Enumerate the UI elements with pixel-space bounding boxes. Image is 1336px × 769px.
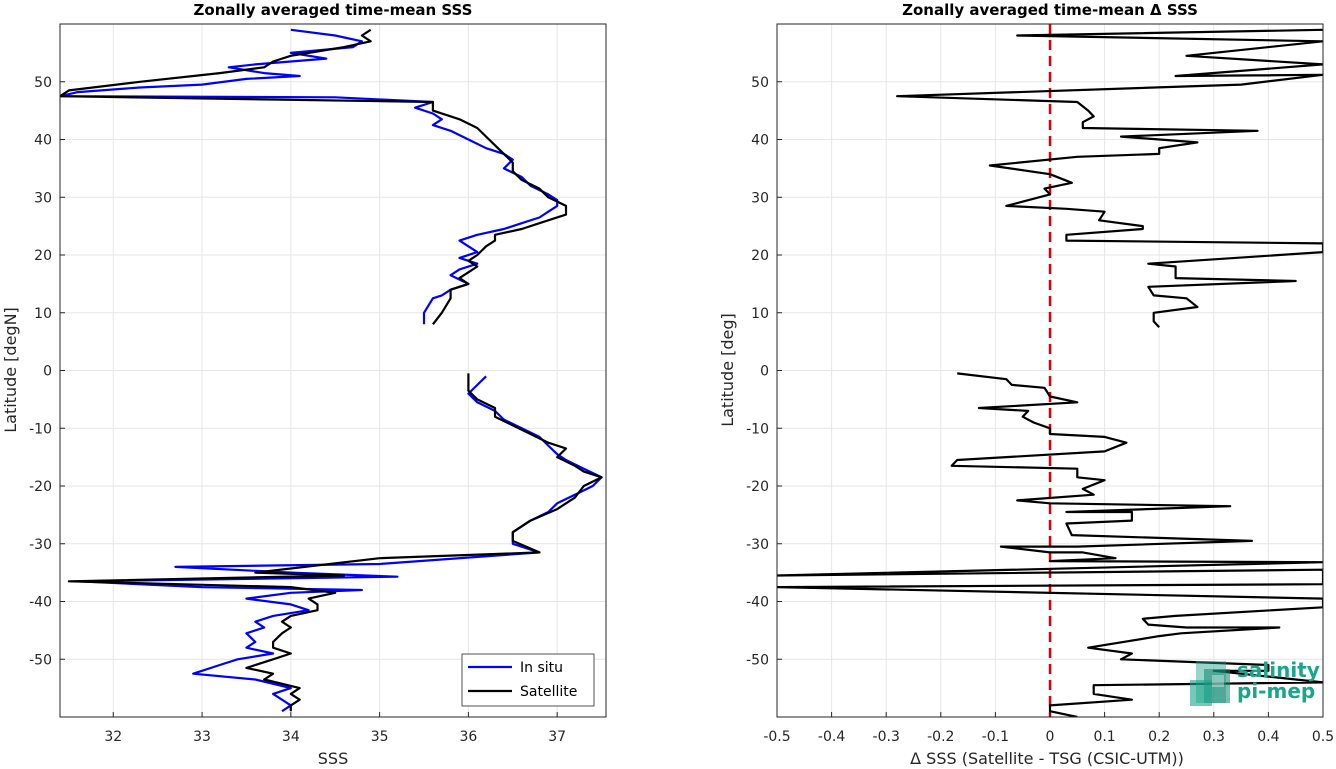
y-tick-label: 20: [751, 248, 769, 264]
x-tick-label: -0.4: [818, 729, 845, 745]
legend-satellite-label: Satellite: [520, 684, 577, 700]
x-tick-label: 0.4: [1257, 729, 1279, 745]
x-tick-label: -0.2: [927, 729, 954, 745]
y-tick-label: -40: [746, 595, 769, 611]
y-tick-label: -20: [29, 479, 52, 495]
x-tick-label: 0.2: [1148, 729, 1170, 745]
right-x-axis-label: Δ SSS (Satellite - TSG (CSIC-UTM)): [910, 749, 1184, 768]
y-tick-label: 50: [751, 75, 769, 91]
in-situ-series-line: [60, 28, 559, 325]
y-tick-label: -40: [29, 595, 52, 611]
left-ticks: 32 33 34 35 36 37 50 40 30 20 10 0 -10 -20 -30 -40 -50: [29, 75, 566, 745]
y-tick-label: 50: [34, 75, 52, 91]
legend: In situ Satellite: [461, 653, 595, 707]
y-tick-label: 10: [34, 306, 52, 322]
y-tick-label: 20: [34, 248, 52, 264]
x-tick-label: -0.1: [982, 729, 1009, 745]
x-tick-label: 36: [459, 729, 477, 745]
x-tick-label: 33: [193, 729, 211, 745]
y-tick-label: 0: [43, 364, 52, 380]
x-tick-label: -0.3: [873, 729, 900, 745]
x-tick-label: 0.1: [1093, 729, 1115, 745]
right-panel: -0.5 -0.4 -0.3 -0.2 -0.1 0 0.1 0.2 0.3 0.4 0.5 50 40…: [718, 1, 1334, 768]
left-lines: [60, 28, 603, 713]
satellite-series-line: [67, 373, 603, 712]
y-tick-label: 40: [34, 133, 52, 149]
x-tick-label: 0.3: [1203, 729, 1225, 745]
logo-text-pi-mep: pi-mep: [1237, 679, 1315, 703]
left-title: Zonally averaged time-mean SSS: [194, 1, 473, 19]
x-tick-label: 35: [371, 729, 389, 745]
legend-in-situ-label: In situ: [520, 660, 563, 676]
x-tick-label: 0: [1046, 729, 1055, 745]
y-tick-label: -50: [746, 652, 769, 668]
y-tick-label: -10: [29, 421, 52, 437]
right-ticks: -0.5 -0.4 -0.3 -0.2 -0.1 0 0.1 0.2 0.3 0.4 0.5 50 40…: [746, 75, 1334, 745]
right-y-axis-label: Latitude [deg]: [718, 313, 737, 427]
y-tick-label: 40: [751, 133, 769, 149]
right-title: Zonally averaged time-mean Δ SSS: [902, 1, 1198, 19]
satellite-series-line: [60, 28, 568, 325]
delta-sss-series-line: [895, 28, 1323, 328]
legend-box: [461, 653, 595, 707]
left-grid: [60, 24, 606, 717]
logo-cube-icon: [1190, 661, 1230, 706]
y-tick-label: 30: [751, 190, 769, 206]
y-tick-label: -30: [29, 537, 52, 553]
delta-sss-series-line: [777, 372, 1323, 717]
left-panel: 32 33 34 35 36 37 50 40 30 20 10 0 -10 -20 -30 -40 -50 Z…: [1, 1, 607, 768]
y-tick-label: 0: [760, 364, 769, 380]
right-lines: [777, 24, 1323, 717]
x-tick-label: -0.5: [763, 729, 790, 745]
left-x-axis-label: SSS: [318, 749, 348, 768]
x-tick-label: 0.5: [1312, 729, 1334, 745]
y-tick-label: -10: [746, 421, 769, 437]
y-tick-label: -30: [746, 537, 769, 553]
x-tick-label: 32: [104, 729, 122, 745]
left-y-axis-label: Latitude [degN]: [1, 307, 20, 433]
y-tick-label: -20: [746, 479, 769, 495]
y-tick-label: -50: [29, 652, 52, 668]
x-tick-label: 37: [548, 729, 566, 745]
y-tick-label: 30: [34, 190, 52, 206]
y-tick-label: 10: [751, 306, 769, 322]
logo-text-salinity: salinity: [1237, 658, 1320, 682]
salinity-pi-mep-logo: salinity pi-mep: [1190, 658, 1320, 706]
x-tick-label: 34: [282, 729, 300, 745]
